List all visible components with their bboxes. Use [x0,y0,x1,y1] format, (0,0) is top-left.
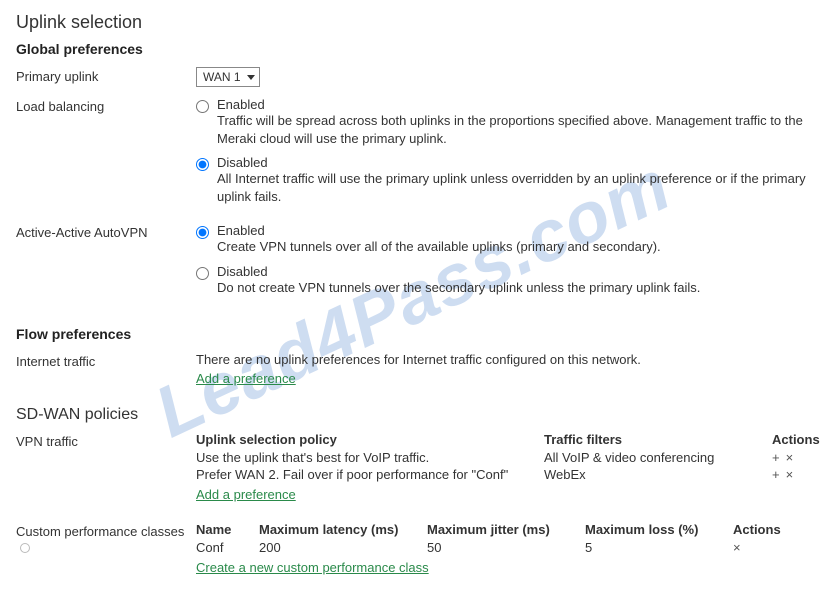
label-load-balancing-disabled: Disabled [217,155,810,170]
section-title-uplink: Uplink selection [16,12,810,33]
perf-row-0-latency: 200 [259,539,419,556]
radio-autovpn-disabled[interactable] [196,267,209,280]
label-custom-performance-classes-text: Custom performance classes [16,524,184,539]
label-internet-traffic: Internet traffic [16,352,196,369]
policy-row-0-actions: + × [772,449,826,466]
close-icon[interactable]: × [786,451,794,464]
label-custom-performance-classes: Custom performance classes [16,522,196,554]
subsection-flow-preferences: Flow preferences [16,326,810,342]
policy-row-1-actions: + × [772,466,826,483]
plus-icon[interactable]: + [772,451,780,464]
perf-row-0-name: Conf [196,539,251,556]
section-title-sdwan: SD-WAN policies [16,406,810,424]
link-add-internet-preference[interactable]: Add a preference [196,371,296,386]
perf-row-0-loss: 5 [585,539,725,556]
label-active-active-autovpn: Active-Active AutoVPN [16,223,196,240]
radio-load-balancing-disabled[interactable] [196,158,209,171]
desc-autovpn-enabled: Create VPN tunnels over all of the avail… [217,238,810,256]
radio-autovpn-enabled[interactable] [196,226,209,239]
policy-row-0-filter: All VoIP & video conferencing [544,449,764,466]
plus-icon[interactable]: + [772,468,780,481]
text-internet-traffic-empty: There are no uplink preferences for Inte… [196,352,810,367]
perf-row-0-jitter: 50 [427,539,577,556]
dropdown-primary-uplink-value: WAN 1 [203,70,241,84]
subsection-global-preferences: Global preferences [16,41,810,57]
header-traffic-filters: Traffic filters [544,432,764,449]
header-actions: Actions [772,432,826,449]
header-uplink-selection-policy: Uplink selection policy [196,432,536,449]
perf-row-0-actions: × [733,539,803,556]
label-load-balancing: Load balancing [16,97,196,114]
policy-row-0-policy: Use the uplink that's best for VoIP traf… [196,449,536,466]
help-icon[interactable] [20,543,30,553]
label-vpn-traffic: VPN traffic [16,432,196,449]
link-create-custom-performance-class[interactable]: Create a new custom performance class [196,560,429,575]
close-icon[interactable]: × [786,468,794,481]
desc-load-balancing-enabled: Traffic will be spread across both uplin… [217,112,810,147]
header-perf-latency: Maximum latency (ms) [259,522,419,539]
header-perf-actions: Actions [733,522,803,539]
label-primary-uplink: Primary uplink [16,67,196,84]
link-add-vpn-preference[interactable]: Add a preference [196,487,296,502]
desc-load-balancing-disabled: All Internet traffic will use the primar… [217,170,810,205]
label-load-balancing-enabled: Enabled [217,97,810,112]
header-perf-jitter: Maximum jitter (ms) [427,522,577,539]
dropdown-primary-uplink[interactable]: WAN 1 [196,67,260,87]
label-autovpn-enabled: Enabled [217,223,810,238]
policy-row-1-policy: Prefer WAN 2. Fail over if poor performa… [196,466,536,483]
label-autovpn-disabled: Disabled [217,264,810,279]
close-icon[interactable]: × [733,541,741,554]
policy-row-1-filter: WebEx [544,466,764,483]
header-perf-name: Name [196,522,251,539]
header-perf-loss: Maximum loss (%) [585,522,725,539]
desc-autovpn-disabled: Do not create VPN tunnels over the secon… [217,279,810,297]
radio-load-balancing-enabled[interactable] [196,100,209,113]
